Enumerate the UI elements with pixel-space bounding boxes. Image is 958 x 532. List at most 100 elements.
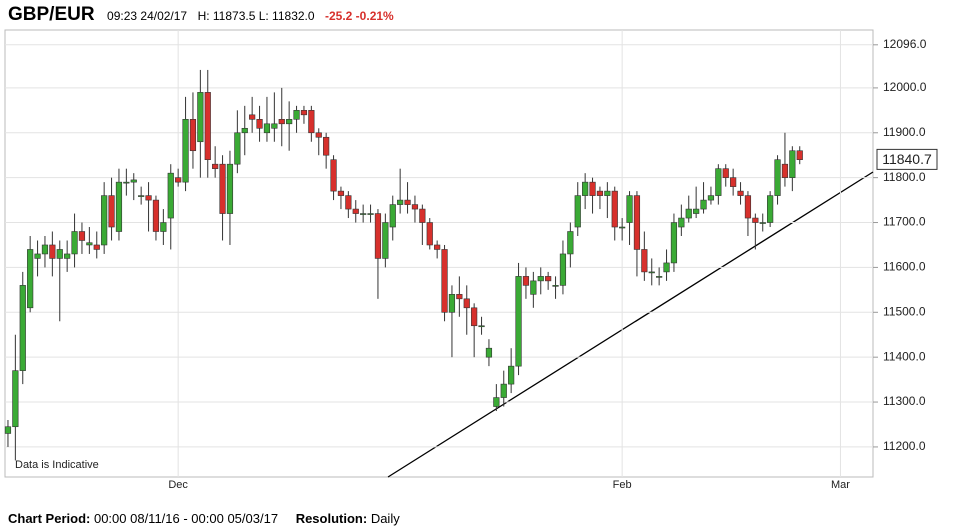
x-tick-label: Feb — [613, 479, 632, 491]
candle-body — [27, 249, 34, 309]
candle-body — [611, 190, 618, 228]
y-tick-label: 11600.0 — [883, 260, 926, 274]
candle-body — [500, 383, 507, 398]
candle-body — [693, 208, 700, 214]
y-tick-label: 11700.0 — [883, 215, 926, 229]
candle-body — [249, 114, 256, 120]
last-price-box — [876, 148, 938, 170]
candle-body — [49, 244, 56, 259]
candle-body — [219, 163, 226, 214]
candle-body — [448, 294, 456, 313]
candle-body — [759, 222, 766, 224]
x-tick-label: Dec — [168, 479, 188, 491]
candle-body — [160, 222, 167, 232]
candle-body — [34, 253, 41, 259]
header: GBP/EUR 09:23 24/02/17 H: 11873.5 L: 118… — [8, 4, 394, 26]
candle-body — [441, 249, 448, 313]
candle-body — [752, 217, 759, 223]
candle-body — [315, 132, 322, 138]
candle-body — [744, 195, 752, 219]
candle-body — [293, 110, 300, 120]
y-tick-label: 11200.0 — [883, 439, 926, 453]
candle-body — [648, 271, 655, 274]
candle-body — [700, 199, 707, 210]
candle-body — [796, 150, 803, 161]
candle-body — [715, 168, 722, 196]
candle-body — [241, 127, 248, 134]
candle-body — [367, 213, 374, 215]
candle-body — [478, 325, 485, 328]
candle-body — [774, 159, 781, 196]
candle-body — [485, 347, 493, 358]
candle-body — [78, 231, 86, 241]
candle-body — [574, 195, 581, 228]
candle-body — [138, 195, 145, 197]
candle-body — [789, 150, 796, 178]
x-tick-label: Mar — [831, 479, 850, 491]
candle-body — [559, 253, 567, 286]
candle-body — [604, 190, 611, 196]
candle-body — [64, 253, 71, 259]
candle-body — [530, 280, 537, 295]
symbol: GBP/EUR — [8, 4, 95, 25]
y-tick-label: 12000.0 — [883, 80, 927, 94]
note: Data is Indicative — [15, 459, 99, 471]
candle-body — [4, 426, 12, 434]
y-tick-label: 11300.0 — [883, 394, 926, 408]
candle-body — [71, 231, 78, 255]
candle-body — [337, 190, 345, 196]
candle-body — [707, 195, 715, 201]
candle-body — [145, 195, 152, 201]
candle-body — [515, 276, 522, 367]
candle-body — [685, 208, 692, 219]
candle-body — [722, 168, 729, 178]
candle-body — [123, 181, 130, 184]
candle-body — [670, 222, 678, 264]
candle-body — [397, 199, 404, 205]
candle-body — [197, 92, 204, 143]
period: 00:00 08/11/16 - 00:00 05/03/17 — [93, 511, 279, 526]
candle-body — [419, 208, 426, 223]
candle-body — [582, 181, 589, 196]
candle-body — [493, 397, 500, 407]
candle-body — [130, 179, 137, 183]
candle-body — [656, 276, 663, 278]
candle-body — [508, 365, 515, 385]
candle-body — [56, 249, 63, 259]
candle-body — [633, 195, 641, 250]
candle-body — [382, 222, 389, 259]
candle-body — [93, 244, 100, 250]
candle-body — [404, 199, 411, 205]
candle-body — [271, 123, 278, 129]
candle-body — [86, 242, 93, 246]
candle-body — [212, 163, 219, 169]
y-tick-label: 11400.0 — [883, 349, 926, 363]
candle-body — [411, 204, 419, 210]
candle-body — [256, 119, 263, 129]
y-tick-label: 11800.0 — [883, 170, 926, 184]
candle-body — [41, 244, 49, 255]
candle-body — [552, 285, 559, 287]
candle-body — [374, 213, 382, 259]
candle-body — [278, 119, 285, 125]
candle-body — [152, 199, 160, 232]
candle-body — [737, 190, 744, 196]
y-tick-label: 12096.0 — [883, 37, 927, 51]
candle-body — [12, 370, 19, 428]
candle-body — [323, 136, 330, 156]
y-tick-label: 11500.0 — [883, 304, 926, 318]
candle-body — [663, 262, 670, 273]
last-price-label: 11840.7 — [882, 151, 932, 167]
candle-body — [345, 195, 352, 210]
high-low: H: 11873.5 L: 11832.0 — [197, 9, 315, 23]
candle-body — [352, 208, 359, 214]
period-label: Chart Period: — [8, 511, 91, 526]
candle-body — [286, 119, 293, 125]
plot-frame — [4, 29, 874, 478]
candle-body — [767, 195, 774, 223]
resolution-label: Resolution: — [295, 511, 368, 526]
candle-body — [189, 119, 197, 152]
candle-body — [300, 110, 308, 116]
